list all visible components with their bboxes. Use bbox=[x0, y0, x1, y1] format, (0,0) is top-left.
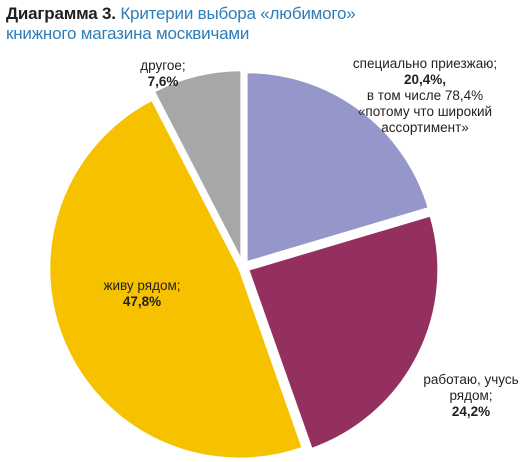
slice-label-work: работаю, учусь рядом; 24,2% bbox=[416, 372, 526, 420]
slice-label-special: специально приезжаю; 20,4%, в том числе … bbox=[330, 56, 520, 136]
slice-label-special-value: 20,4%, bbox=[403, 72, 447, 87]
slice-label-live-name: живу рядом; bbox=[103, 278, 181, 293]
chart-title-line2: книжного магазина москвичами bbox=[6, 24, 250, 43]
pie-slice-other bbox=[152, 69, 243, 261]
chart-title-line1: Критерии выбора «любимого» bbox=[120, 4, 356, 23]
chart-title-number: Диаграмма 3. bbox=[6, 4, 116, 23]
slice-label-live: живу рядом; 47,8% bbox=[82, 278, 202, 310]
slice-label-special-name: специально приезжаю; bbox=[352, 56, 498, 71]
pie-slice-special bbox=[245, 71, 430, 264]
slice-label-other-value: 7,6% bbox=[147, 74, 179, 89]
slice-label-special-note2: «потому что широкий bbox=[357, 104, 493, 119]
slice-label-other: другое; 7,6% bbox=[118, 58, 208, 90]
slice-label-special-note1: в том числе 78,4% bbox=[366, 88, 484, 103]
chart-title: Диаграмма 3. Критерии выбора «любимого» … bbox=[6, 4, 516, 44]
slice-label-special-note3: ассортимент» bbox=[381, 120, 469, 135]
pie-slice-work bbox=[247, 214, 440, 451]
pie-slice-live bbox=[48, 98, 304, 460]
slice-label-other-name: другое; bbox=[140, 58, 186, 73]
slice-label-work-value: 24,2% bbox=[451, 404, 491, 419]
slice-label-live-value: 47,8% bbox=[122, 294, 162, 309]
slice-label-work-name1: работаю, учусь bbox=[423, 372, 519, 387]
slice-label-work-name2: рядом; bbox=[449, 388, 493, 403]
